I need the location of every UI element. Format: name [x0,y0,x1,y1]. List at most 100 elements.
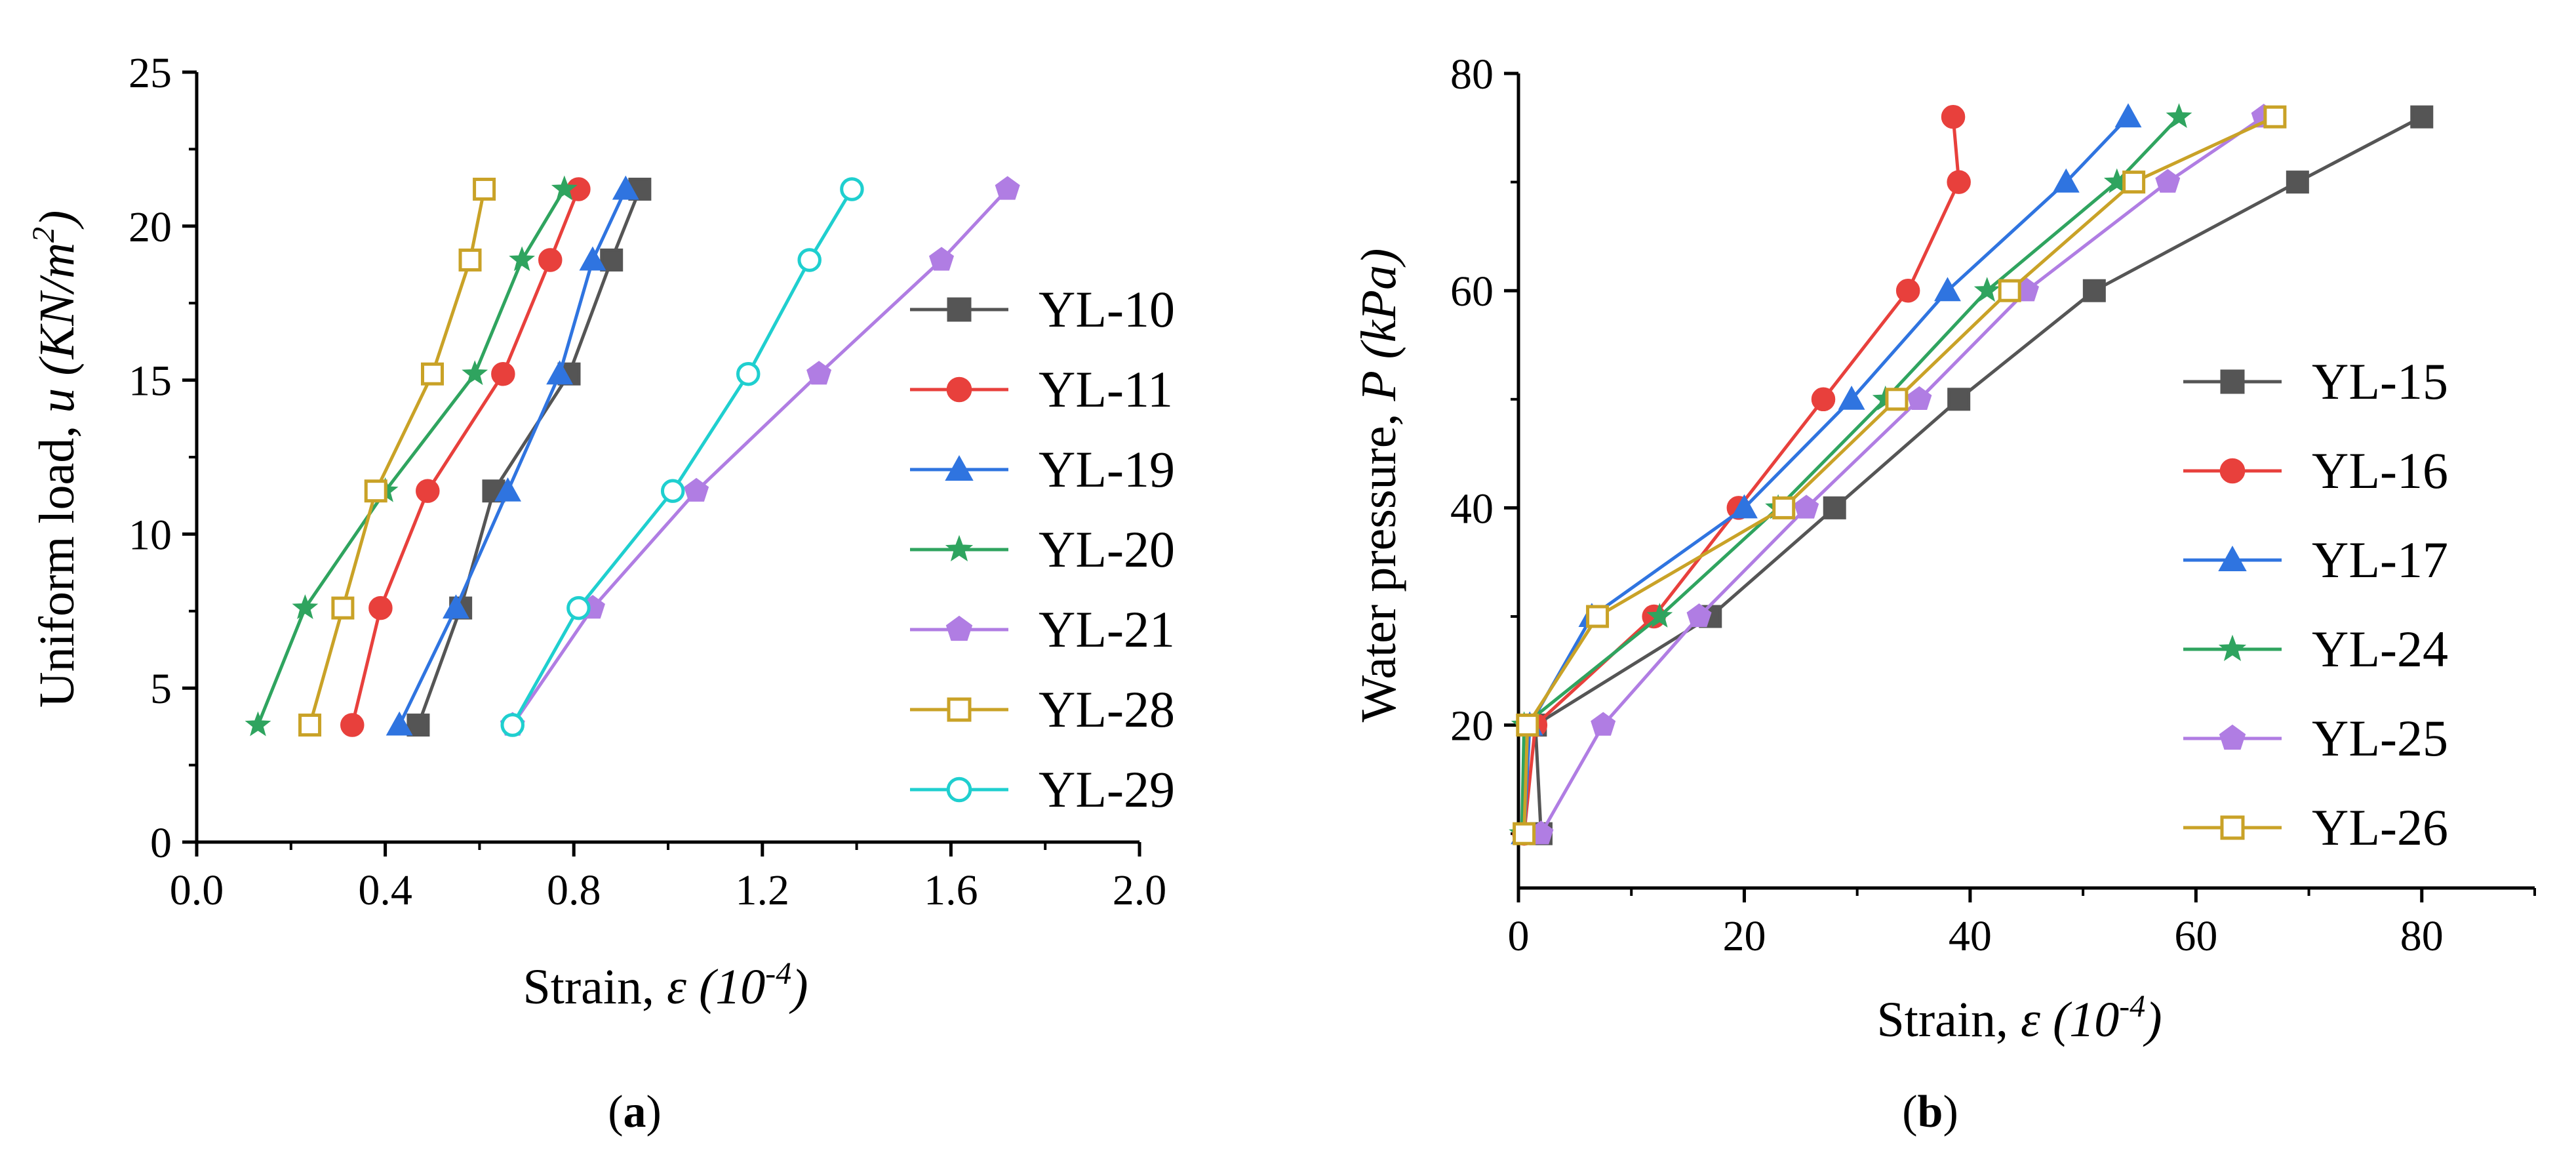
panel-b-y-tick-label: 20 [1450,702,1494,750]
panel-b-data-point [1591,712,1616,736]
panel-a-data-point [462,360,488,386]
panel-b-data-point [2166,103,2192,129]
panel-b-legend-item: YL-26 [2183,799,2448,856]
panel-a-y-tick-label: 25 [129,49,172,97]
panel-a-data-point [546,360,574,385]
panel-a-legend-item: YL-19 [910,441,1175,498]
panel-a-legend-marker [945,454,974,481]
panel-b-data-point [1686,603,1712,628]
panel-a-legend-label: YL-10 [1039,281,1175,338]
panel-a-data-point [298,714,322,737]
panel-b-series-line [1539,115,2265,835]
panel-a-data-point [797,248,822,272]
panel-b-series-line [1520,115,2181,834]
panel-a-legend-item: YL-20 [910,521,1175,578]
panel-b-legend-marker [2220,369,2245,394]
panel-b-legend-item: YL-25 [2183,710,2448,767]
panel-b-series-yl-25 [1528,104,2276,845]
panel-b-data-point [2410,105,2434,129]
panel-a-x-tick-label: 0.8 [547,866,601,914]
panel-a-legend-label: YL-19 [1039,441,1175,498]
panel-a-series-line [416,188,642,726]
panel-b-label: (b) [1902,1087,1958,1137]
panel-b-data-point [2122,171,2146,194]
panel-a-legend-marker [947,697,972,722]
panel-a-data-point [660,479,685,503]
panel-b-legend: YL-15 YL-16 YL-17 YL-24 YL-25 YL-26 [2183,353,2448,856]
panel-a-data-point [612,175,639,200]
panel-b-legend-item: YL-17 [2183,531,2448,588]
panel-b-series-line [1534,115,2423,834]
panel-b-series-yl-16 [1512,104,1971,846]
panel-a-x-tick-label: 1.2 [736,866,790,914]
panel-b-data-point [2286,171,2309,194]
panel-a-series-yl-29 [500,177,864,737]
panel-a-series-yl-20 [245,175,578,736]
panel-a-data-point [331,596,355,620]
panel-a-data-point [368,595,393,620]
panel-a-data-point [386,711,413,736]
panel-a-series-yl-28 [298,177,496,737]
panel-a-series-yl-11 [340,177,591,737]
panel-b-x-tick-label: 0 [1508,912,1530,960]
panel-a-data-point [364,479,387,503]
panel-a-data-point [600,248,624,272]
panel-b-data-point [1947,388,1971,411]
panel-a-data-point [292,594,319,620]
panel-b-axes [1516,73,2535,890]
panel-b-legend-marker [2219,724,2246,750]
panel-a-label: (a) [608,1087,662,1137]
panel-a-data-point [421,362,444,386]
panel-a-data-point [509,246,536,272]
panel-b-data-point [2114,103,2142,128]
panel-a-data-point [736,361,761,386]
panel-a-legend-item: YL-29 [910,761,1175,818]
panel-a-data-point [245,711,271,736]
panel-b-legend-label: YL-26 [2312,799,2448,856]
panel-b-series-line [1522,117,1961,834]
panel-b-y-tick-label: 60 [1450,268,1494,315]
panel-b-data-point [1513,822,1536,845]
panel-a-legend-label: YL-21 [1039,601,1175,658]
panel-a-series-line [256,188,566,726]
panel-b-data-point [1811,387,1836,412]
panel-b-data-point [1895,278,1920,303]
panel-b-data-point [1586,605,1610,628]
panel-b-data-point [2082,279,2106,302]
panel-a-data-point [458,248,482,272]
panel-b-legend-marker [2218,545,2247,571]
panel-b-data-point [2052,168,2080,193]
panel-b-data-point [1823,496,1846,519]
panel-b-x-tick-label: 60 [2174,912,2217,960]
panel-a-y-tick-label: 0 [150,819,172,867]
panel-b-data-point [2155,169,2181,193]
panel-b-legend-marker [2220,815,2245,840]
panel-a-y-tick-label: 5 [150,665,172,713]
panel-a-series-yl-19 [386,175,639,736]
panel-a-y-tick-label: 20 [129,203,172,251]
panel-a-series [245,175,1020,737]
panel-b-y-tick-label: 40 [1450,485,1494,533]
panel-a-legend-marker [946,777,972,803]
panel-b-legend-item: YL-15 [2183,353,2448,410]
panel-a-legend-marker [947,297,972,322]
panel-b-data-point [1772,496,1796,519]
panel-b-x-tick-label: 80 [2400,912,2444,960]
panel-a-data-point [684,477,709,502]
panel-b-series [1509,103,2434,846]
panel-a-x-tick-label: 2.0 [1113,866,1167,914]
panel-a-legend: YL-10 YL-11 YL-19 YL-20 YL-21 YL-28 YL-29 [910,281,1175,818]
panel-a-x-tick-label: 1.6 [924,866,978,914]
panel-a-legend-item: YL-10 [910,281,1175,338]
panel-a-data-point [406,714,430,737]
panel-b-legend-marker [2218,634,2247,661]
panel-a-data-point [806,361,832,385]
panel-a-data-point [416,479,440,503]
panel-a-data-point [491,361,515,386]
panel-a-legend-marker [945,615,973,641]
panel-a-data-point [500,713,525,737]
panel-a-data-point [443,594,469,619]
panel-a-legend-item: YL-11 [910,361,1173,418]
